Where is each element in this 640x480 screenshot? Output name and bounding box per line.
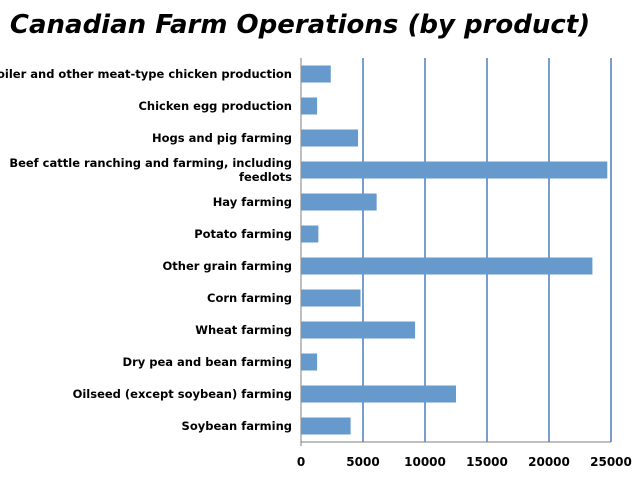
bar-0 bbox=[301, 65, 331, 83]
bar-1 bbox=[301, 97, 318, 115]
category-label-line: Chicken egg production bbox=[138, 99, 292, 113]
bar-7 bbox=[301, 289, 361, 307]
category-label-line: Dry pea and bean farming bbox=[123, 355, 292, 369]
bar-11 bbox=[301, 417, 351, 435]
category-label-line: Other grain farming bbox=[162, 259, 292, 273]
category-label-10: Oilseed (except soybean) farming bbox=[73, 387, 292, 401]
x-tick-label-2: 10000 bbox=[404, 455, 446, 469]
category-label-6: Other grain farming bbox=[162, 259, 292, 273]
x-tick-label-3: 15000 bbox=[466, 455, 508, 469]
bar-4 bbox=[301, 193, 377, 211]
x-tick-label-1: 5000 bbox=[346, 455, 379, 469]
bars bbox=[301, 65, 608, 435]
bar-10 bbox=[301, 385, 456, 403]
bar-9 bbox=[301, 353, 318, 371]
bar-2 bbox=[301, 129, 359, 147]
x-tick-label-4: 20000 bbox=[528, 455, 570, 469]
chart-title: Canadian Farm Operations (by product) bbox=[10, 10, 590, 40]
category-label-line: Corn farming bbox=[207, 291, 292, 305]
category-label-9: Dry pea and bean farming bbox=[123, 355, 292, 369]
category-label-5: Potato farming bbox=[194, 227, 292, 241]
category-label-line: Wheat farming bbox=[195, 323, 292, 337]
bar-6 bbox=[301, 257, 593, 275]
category-label-line: Hogs and pig farming bbox=[152, 131, 292, 145]
x-tick-label-5: 25000 bbox=[590, 455, 632, 469]
x-tick-label-0: 0 bbox=[297, 455, 305, 469]
category-label-8: Wheat farming bbox=[195, 323, 292, 337]
category-label-0: Broiler and other meat-type chicken prod… bbox=[0, 67, 292, 81]
bar-5 bbox=[301, 225, 319, 243]
bar-3 bbox=[301, 161, 608, 179]
category-label-line: feedlots bbox=[239, 170, 292, 184]
category-label-7: Corn farming bbox=[207, 291, 292, 305]
category-label-line: Potato farming bbox=[194, 227, 292, 241]
category-label-line: Oilseed (except soybean) farming bbox=[73, 387, 292, 401]
category-label-line: Hay farming bbox=[213, 195, 292, 209]
category-label-11: Soybean farming bbox=[182, 419, 292, 433]
category-label-line: Soybean farming bbox=[182, 419, 292, 433]
category-label-1: Chicken egg production bbox=[138, 99, 292, 113]
category-label-line: Broiler and other meat-type chicken prod… bbox=[0, 67, 292, 81]
bar-8 bbox=[301, 321, 416, 339]
category-label-line: Beef cattle ranching and farming, includ… bbox=[9, 156, 292, 170]
x-tick-labels: 0 5000 10000 15000 20000 25000 bbox=[297, 455, 632, 469]
category-labels: Broiler and other meat-type chicken prod… bbox=[0, 67, 292, 433]
category-label-3: Beef cattle ranching and farming, includ… bbox=[9, 156, 292, 184]
category-label-4: Hay farming bbox=[213, 195, 292, 209]
gridlines bbox=[300, 58, 612, 446]
category-label-2: Hogs and pig farming bbox=[152, 131, 292, 145]
